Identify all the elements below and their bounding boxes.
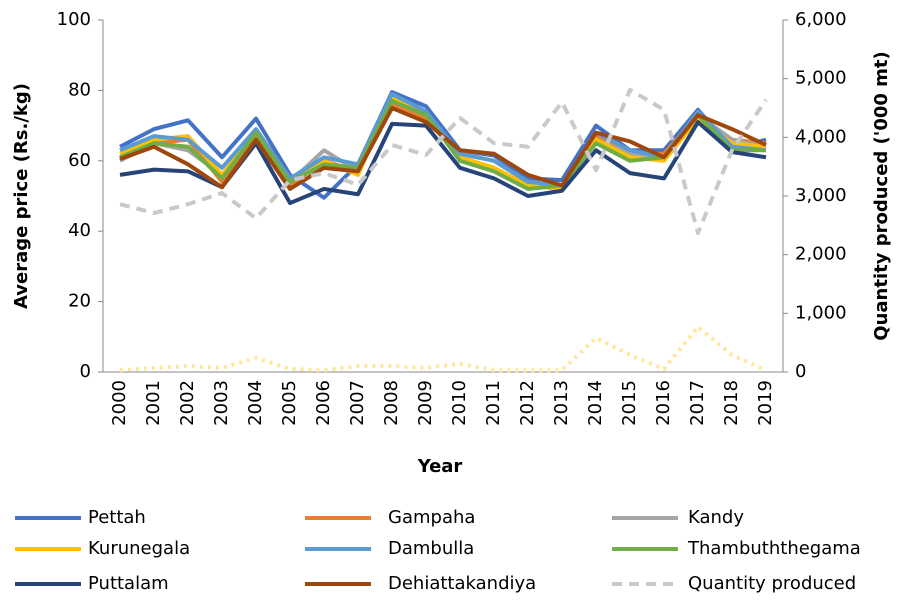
legend-label: Kurunegala [88,538,190,559]
legend-label: Quantity produced [688,573,856,594]
y2-tick-label: 4,000 [795,126,847,147]
x-axis-title: Year [417,456,463,477]
y-tick-label: 80 [68,79,91,100]
x-tick-label: 2013 [551,380,572,426]
y-tick-label: 40 [68,220,91,241]
x-tick-label: 2012 [517,380,538,426]
x-tick-label: 2000 [109,380,130,426]
x-tick-label: 2002 [177,380,198,426]
legend-label: Pettah [88,507,146,528]
legend-label: Dehiattakandiya [388,573,536,594]
x-tick-label: 2017 [687,380,708,426]
x-tick-label: 2001 [143,380,164,426]
x-tick-label: 2007 [347,380,368,426]
x-tick-label: 2018 [721,380,742,426]
legend-label: Puttalam [88,573,169,594]
y2-tick-label: 3,000 [795,185,847,206]
y2-tick-label: 0 [795,361,806,382]
y-tick-label: 0 [80,361,91,382]
x-tick-label: 2009 [415,380,436,426]
y-axis-title: Average price (Rs./kg) [11,83,32,309]
y2-tick-label: 6,000 [795,9,847,30]
legend-label: Dambulla [388,538,474,559]
x-tick-label: 2015 [619,380,640,426]
y2-axis-title: Quantity produced ('000 mt) [871,51,892,340]
series-line [119,87,768,235]
legend-label: Thambuththegama [687,538,861,559]
y2-tick-label: 2,000 [795,244,847,265]
series-line [119,324,767,373]
y2-tick-label: 5,000 [795,68,847,89]
y-tick-label: 60 [68,150,91,171]
x-tick-label: 2008 [381,380,402,426]
x-tick-label: 2004 [245,380,266,426]
x-tick-label: 2019 [755,380,776,426]
x-tick-label: 2006 [313,380,334,426]
legend-label: Gampaha [388,507,475,528]
x-tick-label: 2014 [585,380,606,426]
x-tick-label: 2010 [449,380,470,426]
x-tick-label: 2011 [483,380,504,426]
y-tick-label: 20 [68,291,91,312]
y-tick-label: 100 [57,9,91,30]
x-tick-label: 2016 [653,380,674,426]
y2-tick-label: 1,000 [795,302,847,323]
legend-label: Kandy [688,507,744,528]
series-line [119,90,767,200]
x-tick-label: 2005 [279,380,300,426]
x-tick-label: 2003 [211,380,232,426]
